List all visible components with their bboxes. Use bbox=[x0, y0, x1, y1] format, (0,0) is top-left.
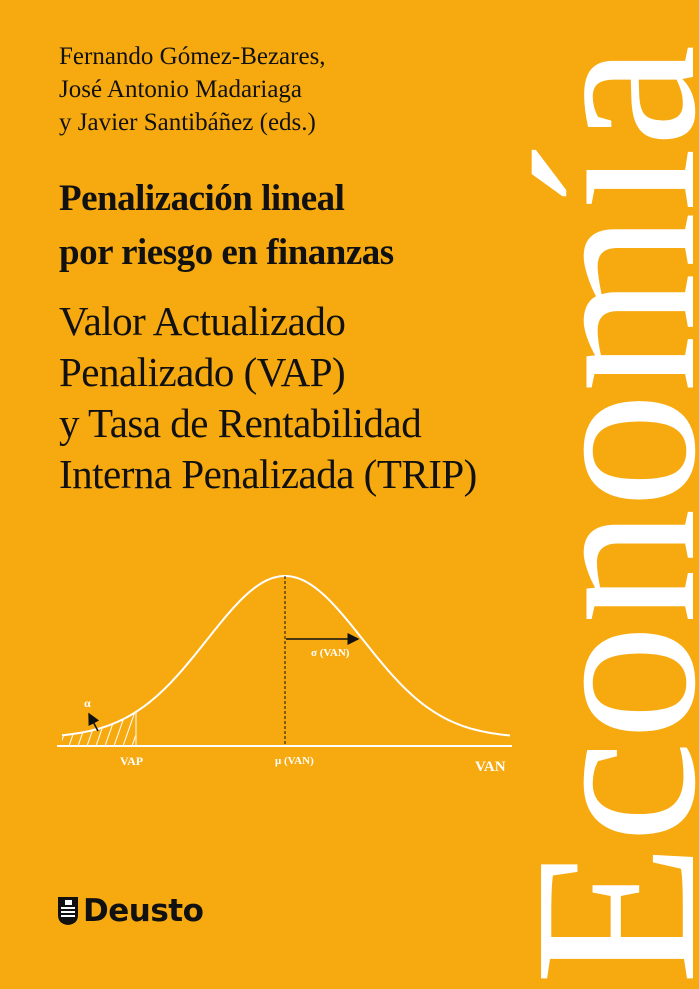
publisher-logo: Deusto bbox=[57, 893, 204, 929]
mean-label: μ (VAN) bbox=[275, 755, 314, 767]
sigma-label: σ (VAN) bbox=[311, 647, 350, 659]
book-title: Penalización lineal por riesgo en finanz… bbox=[59, 172, 394, 280]
title-line: Penalización lineal bbox=[59, 178, 345, 219]
hatch-line bbox=[86, 711, 102, 746]
axis-label: VAN bbox=[475, 759, 506, 775]
hatch-line bbox=[113, 711, 129, 746]
hatch-line bbox=[77, 711, 93, 746]
vap-label: VAP bbox=[120, 754, 143, 768]
author-line: y Javier Santibáñez (eds.) bbox=[59, 109, 316, 136]
hatch-line bbox=[150, 706, 164, 746]
bell-curve bbox=[61, 575, 511, 737]
book-subtitle: Valor Actualizado Penalizado (VAP) y Tas… bbox=[59, 296, 477, 500]
title-line: por riesgo en finanzas bbox=[59, 232, 394, 273]
author-line: José Antonio Madariaga bbox=[59, 76, 303, 103]
alpha-arrow bbox=[88, 712, 100, 732]
alpha-label: α bbox=[84, 696, 91, 710]
author-line: Fernando Gómez-Bezares, bbox=[59, 43, 326, 70]
subtitle-line: Penalizado (VAP) bbox=[59, 349, 346, 395]
hatch-line bbox=[62, 711, 75, 746]
subtitle-line: Interna Penalizada (TRIP) bbox=[59, 451, 477, 497]
deusto-shield-icon bbox=[58, 897, 78, 925]
alpha-tail-hatching bbox=[62, 706, 164, 746]
hatch-line bbox=[141, 706, 155, 746]
series-label: Economía bbox=[487, 44, 699, 985]
hatch-line bbox=[131, 711, 136, 746]
subtitle-line: Valor Actualizado bbox=[59, 298, 346, 344]
authors: Fernando Gómez-Bezares, José Antonio Mad… bbox=[59, 40, 326, 139]
subtitle-line: y Tasa de Rentabilidad bbox=[59, 400, 422, 446]
hatch-line bbox=[68, 711, 84, 746]
publisher-name: Deusto bbox=[83, 893, 204, 929]
